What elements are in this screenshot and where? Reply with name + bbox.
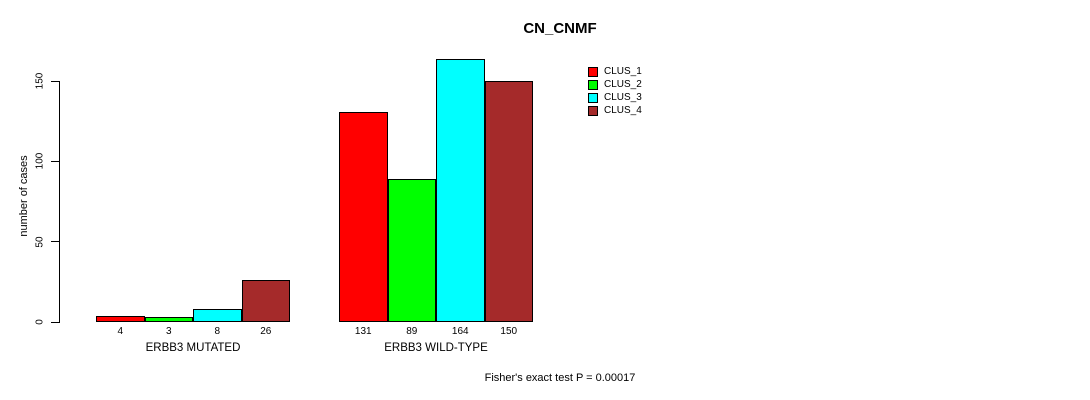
- bar-clus_3-group1: [193, 309, 242, 322]
- legend-swatch-icon: [588, 66, 598, 77]
- chart-title: CN_CNMF: [523, 20, 597, 37]
- legend-item: CLUS_3: [588, 91, 642, 104]
- legend-item: CLUS_1: [588, 65, 642, 78]
- fisher-test-annotation: Fisher's exact test P = 0.00017: [484, 372, 636, 384]
- y-axis-tick-label: 100: [34, 152, 46, 170]
- y-axis-line: [59, 81, 60, 322]
- group-label-2: ERBB3 WILD-TYPE: [384, 342, 488, 354]
- y-axis-tick: [51, 241, 60, 243]
- legend-item-label: CLUS_1: [604, 66, 642, 77]
- legend: CLUS_1 CLUS_2 CLUS_3 CLUS_4: [588, 65, 642, 117]
- y-axis-tick: [51, 160, 60, 162]
- y-axis-tick-label: 150: [34, 72, 46, 90]
- bar-clus_1-group2: [339, 111, 388, 322]
- bar-value-label: 3: [165, 326, 172, 337]
- y-axis-tick-label: 50: [34, 236, 46, 248]
- bar-value-label: 164: [451, 326, 469, 337]
- group-label-1: ERBB3 MUTATED: [145, 342, 241, 354]
- bar-clus_1-group1: [96, 315, 145, 322]
- bar-value-label: 8: [214, 326, 221, 337]
- legend-item-label: CLUS_2: [604, 79, 642, 90]
- bar-clus_4-group1: [241, 280, 290, 322]
- bar-value-label: 131: [354, 326, 372, 337]
- y-axis-tick-label: 0: [34, 319, 46, 325]
- bar-value-label: 4: [117, 326, 124, 337]
- y-axis-tick: [51, 80, 60, 82]
- legend-item: CLUS_2: [588, 78, 642, 91]
- bar-clus_2-group1: [144, 317, 193, 322]
- y-axis-label: number of cases: [18, 155, 30, 237]
- legend-item: CLUS_4: [588, 104, 642, 117]
- legend-swatch-icon: [588, 79, 598, 90]
- legend-swatch-icon: [588, 92, 598, 103]
- bar-clus_2-group2: [387, 179, 436, 322]
- bar-clus_3-group2: [436, 58, 485, 322]
- legend-item-label: CLUS_4: [604, 105, 642, 116]
- bar-value-label: 89: [406, 326, 418, 337]
- bar-value-label: 26: [260, 326, 272, 337]
- legend-item-label: CLUS_3: [604, 92, 642, 103]
- legend-swatch-icon: [588, 105, 598, 116]
- y-axis-tick: [51, 321, 60, 323]
- bar-value-label: 150: [500, 326, 518, 337]
- bar-clus_4-group2: [484, 81, 533, 322]
